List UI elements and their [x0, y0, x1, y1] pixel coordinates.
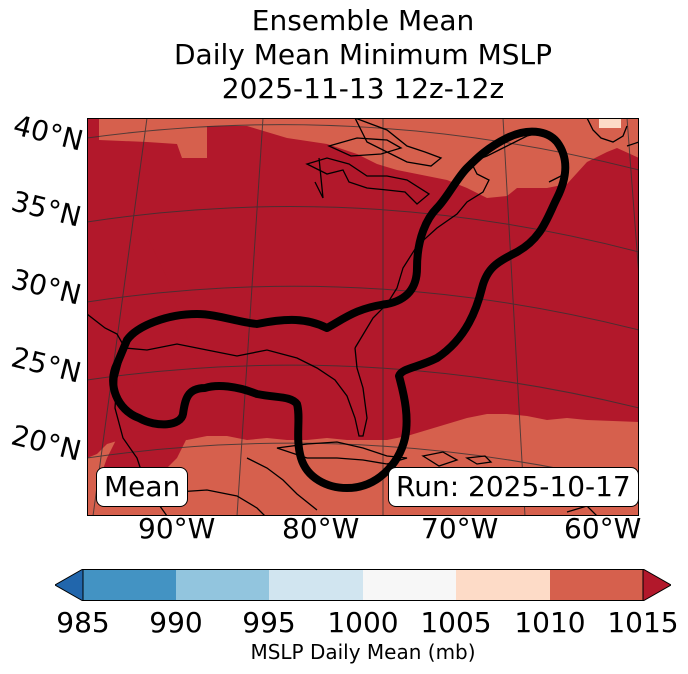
lon-label-80w: 80°W — [282, 512, 360, 545]
colorbar-under-arrow — [55, 569, 84, 601]
mslp-contour-outline — [109, 127, 570, 492]
lat-label-35n: 35°N — [8, 184, 85, 234]
mslp-map — [87, 118, 639, 516]
field-1005-1010 — [599, 118, 621, 128]
lon-label-70w: 70°W — [421, 512, 499, 545]
run-date-box: Run: 2025-10-17 — [388, 467, 639, 507]
colorbar-over-arrow — [642, 569, 671, 601]
colorbar-bin-985-990 — [83, 569, 176, 601]
lat-label-30n: 30°N — [8, 262, 85, 312]
colorbar-tick: 995 — [242, 606, 296, 639]
colorbar-label: MSLP Daily Mean (mb) — [250, 640, 476, 664]
colorbar-bin-990-995 — [176, 569, 269, 601]
colorbar-tick: 990 — [149, 606, 203, 639]
mean-label-box: Mean — [96, 467, 189, 507]
chart-title-line3: 2025-11-13 12z-12z — [221, 72, 505, 105]
colorbar-tick: 1000 — [327, 606, 399, 639]
lon-label-60w: 60°W — [564, 512, 642, 545]
chart-title-line2: Daily Mean Minimum MSLP — [173, 38, 552, 71]
colorbar-tick: 1010 — [514, 606, 586, 639]
chart-title-line1: Ensemble Mean — [251, 4, 475, 37]
graticule — [87, 118, 639, 516]
colorbar-tick: 1005 — [420, 606, 492, 639]
colorbar-tick: 1015 — [607, 606, 679, 639]
colorbar — [55, 569, 671, 601]
colorbar-bin-1005-1010 — [456, 569, 550, 601]
lat-label-40n: 40°N — [10, 108, 87, 158]
colorbar-tick: 985 — [56, 606, 110, 639]
map-frame — [87, 118, 639, 516]
lat-label-25n: 25°N — [8, 340, 85, 390]
lat-label-20n: 20°N — [8, 418, 85, 468]
colorbar-bin-1000-1005 — [363, 569, 456, 601]
colorbar-bin-1010-1015 — [550, 569, 643, 601]
lon-label-90w: 90°W — [138, 512, 216, 545]
colorbar-bin-995-1000 — [269, 569, 363, 601]
